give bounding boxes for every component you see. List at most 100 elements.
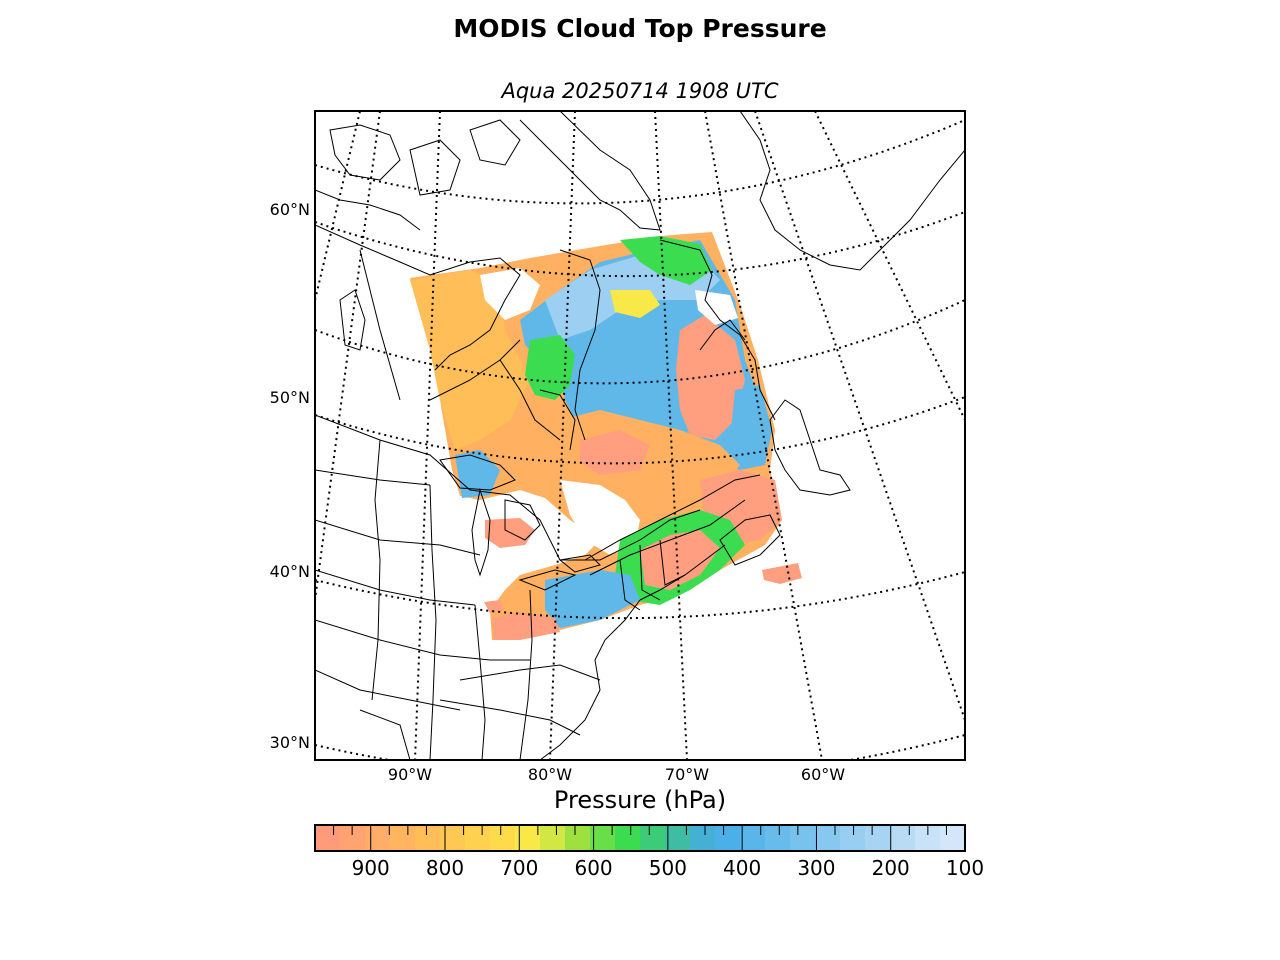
baffin-island <box>519 111 661 231</box>
state-line-7 <box>429 484 437 760</box>
labrador-coast <box>659 239 776 421</box>
province-line-1 <box>429 339 521 401</box>
nova-scotia <box>719 514 781 566</box>
hudson-bay-east <box>559 249 601 441</box>
swath-ontario-blue <box>455 450 500 498</box>
newfoundland <box>769 399 851 496</box>
lake-michigan <box>471 488 491 577</box>
colorbar-tick-label: 200 <box>872 856 910 880</box>
colorbar-segment <box>890 825 916 851</box>
greenland <box>739 111 965 271</box>
colorbar-segment <box>365 825 391 851</box>
swath-yellow-bits <box>610 290 660 318</box>
page-subtitle: Aqua 20250714 1908 UTC <box>501 79 779 103</box>
colorbar-segment <box>615 825 641 851</box>
colorbar-tick-label: 800 <box>426 856 464 880</box>
lon-label-60w: 60°W <box>801 765 845 784</box>
colorbar-ticks: 900 800 700 600 500 400 300 200 100 <box>333 825 984 880</box>
state-line-3 <box>315 569 476 606</box>
colorbar-frame <box>314 824 966 852</box>
cloud-swath <box>410 232 802 640</box>
colorbar-segment <box>565 825 591 851</box>
us-canada-border <box>315 414 701 561</box>
state-line-1 <box>315 469 431 486</box>
colorbar-tick-label: 300 <box>797 856 835 880</box>
colorbar-tick-label: 400 <box>723 856 761 880</box>
hudson-bay-coast <box>315 224 521 371</box>
province-line-2 <box>499 359 561 441</box>
colorbar-segment <box>815 825 841 851</box>
parallel-55 <box>315 299 965 385</box>
meridian-110w <box>315 111 361 301</box>
political-boundaries <box>315 111 965 760</box>
colorbar-segment <box>715 825 741 851</box>
lake-huron <box>504 499 541 541</box>
lon-label-70w: 70°W <box>665 765 709 784</box>
meridian-80w <box>549 111 576 760</box>
colorbar-segment <box>490 825 516 851</box>
swath-center-orange <box>560 410 740 500</box>
map-area <box>315 111 965 760</box>
colorbar-segments <box>315 825 966 851</box>
graticule <box>315 111 965 760</box>
great-lakes-superior <box>439 454 516 491</box>
arctic-islands <box>329 124 401 181</box>
lat-label-30: 30°N <box>270 733 310 752</box>
newengland-2 <box>639 544 661 601</box>
state-line-9 <box>519 589 533 760</box>
meridian-70w <box>654 111 688 760</box>
swath-clear-north <box>480 268 540 320</box>
lat-label-60: 60°N <box>270 200 310 219</box>
colorbar-segment <box>465 825 491 851</box>
colorbar-segment <box>315 825 341 851</box>
state-line-10 <box>459 664 601 681</box>
st-lawrence-south <box>589 499 746 576</box>
colorbar-segment <box>440 825 466 851</box>
arctic-coast <box>315 189 421 231</box>
newengland-3 <box>659 539 686 586</box>
swath-newengland-salmon <box>640 530 720 590</box>
state-line-8 <box>474 604 486 760</box>
swath-south-salmon <box>492 612 560 640</box>
state-line-12 <box>359 709 411 760</box>
colorbar-segment <box>790 825 816 851</box>
lake-erie <box>518 569 577 591</box>
quebec-north-coast <box>699 319 746 351</box>
meridian-60w <box>704 111 823 760</box>
swath-small-patch <box>484 600 504 613</box>
colorbar-segment <box>640 825 666 851</box>
colorbar-tick-label: 600 <box>574 856 612 880</box>
james-bay <box>539 389 576 451</box>
lat-label-50: 50°N <box>270 388 310 407</box>
st-lawrence <box>584 474 761 561</box>
colorbar-segment <box>340 825 366 851</box>
colorbar-tick-label: 500 <box>649 856 687 880</box>
colorbar-segment <box>765 825 791 851</box>
province-line-3 <box>359 249 401 401</box>
colorbar-label: Pressure (hPa) <box>553 786 727 814</box>
lat-labels: 60°N 50°N 40°N 30°N <box>270 200 310 752</box>
lon-labels: 90°W 80°W 70°W 60°W <box>388 765 845 784</box>
colorbar-segment <box>740 825 766 851</box>
parallel-60 <box>315 211 965 278</box>
lat-label-40: 40°N <box>270 562 310 581</box>
colorbar-segment <box>940 825 966 851</box>
colorbar-segment <box>840 825 866 851</box>
swath-blue-east <box>730 385 772 470</box>
state-line-2 <box>315 519 481 556</box>
lake-winnipeg <box>339 289 366 351</box>
lon-label-80w: 80°W <box>528 765 572 784</box>
meridian-90w <box>414 111 441 760</box>
us-east-coast <box>539 599 641 760</box>
colorbar-segment <box>415 825 441 851</box>
arctic-islands-2 <box>409 139 461 196</box>
swath-labrador-salmon <box>676 315 745 440</box>
swath-clear-quebec <box>560 480 640 555</box>
swath-green-west <box>525 335 575 400</box>
newengland-1 <box>619 559 641 611</box>
colorbar-tick-label: 100 <box>946 856 984 880</box>
parallel-50 <box>315 396 965 465</box>
colorbar-tick-label: 900 <box>352 856 390 880</box>
swath-center-salmon <box>580 430 650 475</box>
